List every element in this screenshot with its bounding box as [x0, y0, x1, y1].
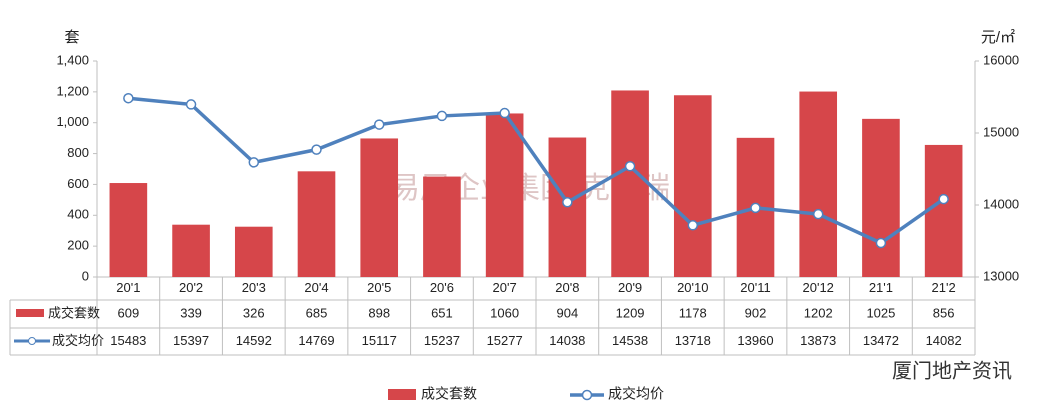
x-tick-label: 20'2 [179, 280, 203, 295]
table-cell: 1178 [679, 305, 707, 320]
table-cell: 15277 [487, 333, 523, 348]
table-cell: 898 [368, 305, 390, 320]
y2-tick-label: 16000 [983, 52, 1019, 67]
line-marker [938, 193, 949, 205]
table-cell: 1060 [490, 305, 519, 320]
x-tick-label: 20'4 [304, 280, 328, 295]
y-tick-label: 600 [67, 176, 89, 191]
y2-axis-title: 元/㎡ [981, 29, 1015, 46]
table-cell: 14769 [298, 333, 334, 348]
legend-label: 成交均价 [608, 386, 664, 402]
bar [799, 91, 838, 277]
x-tick-label: 20'12 [803, 280, 834, 295]
line-marker [373, 119, 385, 130]
x-tick-label: 21'2 [932, 280, 956, 295]
bar [485, 113, 524, 277]
row-header: 成交均价 [52, 333, 104, 348]
table-cell: 14082 [926, 333, 962, 348]
table-cell: 13873 [800, 333, 836, 348]
table-cell: 14592 [236, 333, 272, 348]
table-cell: 13472 [863, 333, 899, 348]
bar [360, 138, 399, 277]
table-cell: 339 [180, 305, 202, 320]
y2-tick-label: 13000 [983, 268, 1019, 283]
legend-swatch [581, 389, 593, 401]
row-swatch [28, 337, 36, 345]
bar [924, 144, 963, 277]
x-tick-label: 20'9 [618, 280, 642, 295]
table-cell: 685 [306, 305, 328, 320]
table-cell: 1209 [616, 305, 645, 320]
line [128, 96, 945, 246]
row-swatch [16, 309, 44, 317]
line-marker [436, 110, 448, 122]
table-cell: 14038 [549, 333, 585, 348]
table-cell: 14538 [612, 333, 648, 348]
table-cell: 904 [557, 305, 579, 320]
y-tick-label: 1,200 [56, 83, 89, 98]
bar [862, 118, 900, 277]
legend-label: 成交套数 [421, 386, 477, 402]
line-marker [123, 92, 134, 104]
row-header: 成交套数 [48, 305, 100, 320]
line-marker [624, 161, 636, 172]
x-tick-label: 20'6 [430, 280, 454, 295]
y-tick-label: 1,000 [56, 114, 89, 129]
bar [234, 226, 273, 277]
x-tick-label: 21'1 [869, 280, 893, 295]
table-cell: 15483 [110, 333, 146, 348]
line-marker [750, 202, 761, 214]
table-cell: 15397 [173, 333, 209, 348]
bar [297, 171, 336, 277]
table-cell: 1025 [866, 305, 895, 320]
bar [673, 95, 712, 277]
line-marker [185, 99, 197, 110]
y2-tick-label: 15000 [983, 124, 1019, 139]
bar [611, 90, 649, 278]
y-tick-label: 1,400 [56, 52, 89, 67]
table-cell: 902 [745, 305, 767, 320]
table-cell: 13718 [675, 333, 711, 348]
x-tick-label: 20'5 [367, 280, 391, 295]
x-tick-label: 20'3 [242, 280, 266, 295]
x-tick-label: 20'11 [740, 280, 770, 295]
bar [423, 176, 461, 277]
bar [109, 183, 148, 277]
table-cell: 856 [933, 305, 955, 320]
table-cell: 609 [118, 305, 140, 320]
x-tick-label: 20'1 [116, 280, 140, 295]
legend-swatch [388, 389, 416, 400]
line-marker [875, 237, 887, 249]
line-marker [248, 157, 260, 168]
y-tick-label: 400 [67, 207, 89, 222]
table-cell: 15237 [424, 333, 460, 348]
table-cell: 651 [431, 305, 453, 320]
y-tick-label: 200 [67, 238, 89, 253]
x-tick-label: 20'8 [555, 280, 579, 295]
line-marker [311, 144, 322, 155]
table-cell: 1202 [804, 305, 833, 320]
line-marker [812, 208, 824, 220]
table-cell: 326 [243, 305, 265, 320]
y2-tick-label: 14000 [983, 196, 1019, 211]
table-cell: 13960 [737, 333, 773, 348]
line-marker [499, 107, 510, 119]
x-tick-label: 20'7 [493, 280, 517, 295]
y-tick-label: 0 [82, 268, 89, 283]
bar [172, 224, 210, 277]
line-marker [562, 197, 573, 208]
x-tick-label: 20'10 [677, 280, 708, 295]
table-cell: 15117 [362, 333, 397, 348]
line-marker [687, 220, 699, 231]
y-axis-title: 套 [64, 29, 79, 46]
y-tick-label: 800 [67, 145, 89, 160]
source: 厦门地产资讯 [892, 359, 1012, 382]
